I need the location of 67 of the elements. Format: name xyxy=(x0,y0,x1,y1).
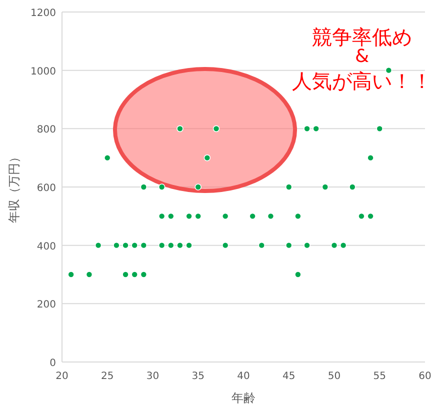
annotation: 人気が高い！！ xyxy=(292,69,432,93)
point xyxy=(186,212,192,220)
point xyxy=(330,242,338,249)
point xyxy=(168,242,174,249)
point xyxy=(349,184,356,190)
point xyxy=(158,242,166,249)
annotation: 競争率低め xyxy=(312,25,412,49)
point xyxy=(294,271,302,278)
point xyxy=(312,125,320,132)
point xyxy=(86,271,93,278)
point xyxy=(376,125,384,132)
point xyxy=(158,184,166,190)
x-tick-label: 25 xyxy=(101,371,114,382)
point xyxy=(122,242,129,249)
point xyxy=(358,212,365,220)
annotation: & xyxy=(354,46,370,67)
point xyxy=(204,154,211,162)
point xyxy=(131,242,138,249)
point xyxy=(267,212,274,220)
point xyxy=(322,184,329,190)
x-tick-label: 40 xyxy=(237,371,250,382)
point xyxy=(140,242,148,249)
point xyxy=(340,242,347,249)
point xyxy=(249,212,256,220)
x-tick-label: 50 xyxy=(328,371,341,382)
x-tick-label: 20 xyxy=(56,371,68,382)
y-tick-label: 1000 xyxy=(30,66,56,78)
point xyxy=(104,154,111,162)
x-tick-label: 35 xyxy=(192,371,204,382)
point xyxy=(194,184,202,190)
point xyxy=(294,212,302,220)
point xyxy=(131,271,138,278)
point xyxy=(186,242,192,249)
point xyxy=(212,125,220,132)
x-tick-label: 55 xyxy=(373,371,386,382)
y-tick-label: 0 xyxy=(50,358,56,369)
y-tick-label: 200 xyxy=(36,300,56,311)
point xyxy=(94,242,102,249)
point xyxy=(113,242,120,249)
x-axis-title: 年齢 xyxy=(232,391,256,405)
point xyxy=(168,212,174,220)
point xyxy=(304,242,310,249)
point xyxy=(367,212,374,220)
point xyxy=(285,242,292,249)
y-tick-label: 800 xyxy=(36,124,56,136)
point xyxy=(122,271,129,278)
point xyxy=(304,125,310,132)
x-tick-label: 30 xyxy=(146,371,160,382)
x-tick-label: 60 xyxy=(418,371,432,382)
point xyxy=(222,212,229,220)
y-axis-title: 年収（万円） xyxy=(7,151,21,223)
point xyxy=(176,242,184,249)
point xyxy=(176,125,184,132)
y-tick-label: 400 xyxy=(36,241,56,252)
y-tick-label: 600 xyxy=(36,183,56,194)
point xyxy=(222,242,229,249)
point xyxy=(158,212,166,220)
point xyxy=(367,154,374,162)
y-tick-label: 1200 xyxy=(30,8,56,19)
point xyxy=(140,184,148,190)
point xyxy=(194,212,202,220)
point xyxy=(285,184,292,190)
point xyxy=(68,271,74,278)
point xyxy=(385,66,392,74)
x-tick-label: 45 xyxy=(282,371,296,382)
point xyxy=(258,242,266,249)
point xyxy=(140,271,148,278)
